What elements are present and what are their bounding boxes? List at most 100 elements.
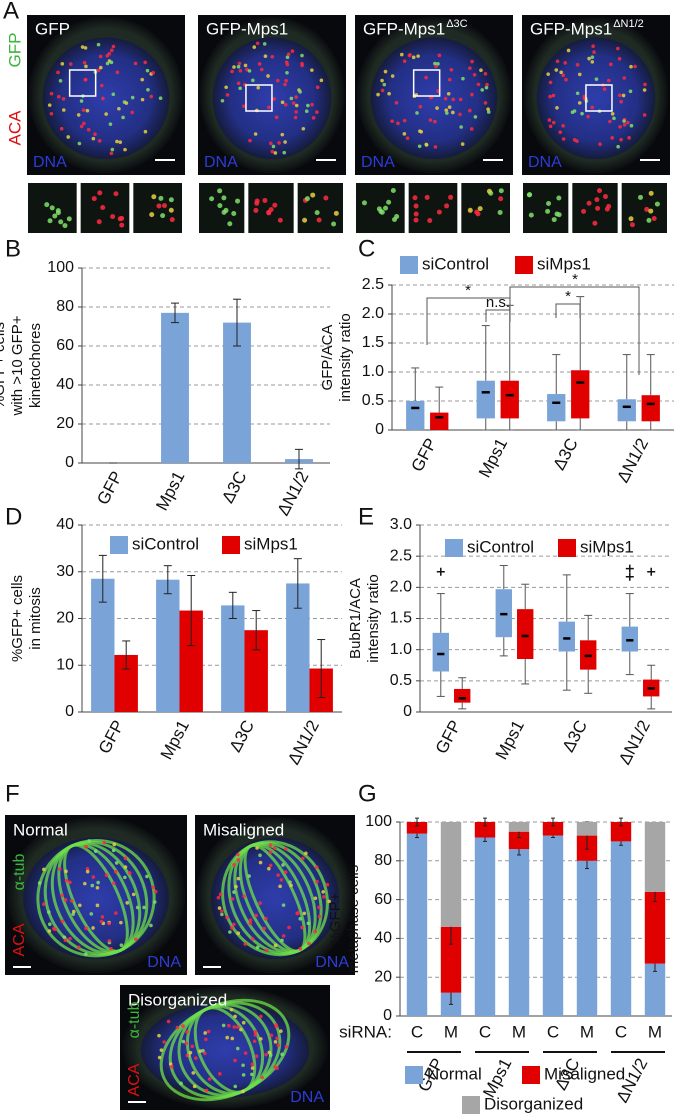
- kinetochore: [96, 42, 101, 47]
- kinetochore: [296, 910, 301, 915]
- kinetochore: [84, 926, 88, 931]
- zoom-box: [412, 69, 441, 97]
- kinetochore: [289, 883, 293, 888]
- kinetochore: [85, 108, 90, 113]
- kinetochore: [262, 926, 266, 931]
- kinetochore: [115, 70, 120, 75]
- kinetochore: [380, 78, 384, 83]
- kinetochore: [275, 1036, 279, 1041]
- kinetochore: [93, 849, 98, 853]
- kinetochore: [317, 914, 322, 919]
- kinetochore: [243, 1051, 248, 1055]
- kinetochore: [304, 109, 309, 114]
- kinetochore: [254, 1054, 259, 1058]
- inset-spot: [594, 197, 600, 203]
- kinetochore: [85, 866, 90, 871]
- kinetochore: [68, 62, 73, 66]
- kinetochore: [486, 110, 491, 114]
- kinetochore: [146, 87, 150, 92]
- bar-segment: [644, 963, 666, 1016]
- kinetochore: [284, 78, 288, 83]
- bar-segment: [576, 822, 598, 836]
- significance-label: *: [465, 282, 471, 299]
- inset-spot: [331, 221, 337, 227]
- kinetochore: [382, 82, 387, 87]
- kinetochore: [443, 96, 448, 101]
- kinetochore: [267, 866, 271, 871]
- kinetochore: [170, 1064, 174, 1069]
- kinetochore: [98, 54, 103, 59]
- kinetochore: [298, 946, 303, 951]
- inset-spot: [602, 194, 608, 200]
- inset-spot: [526, 192, 532, 198]
- kinetochore: [111, 848, 116, 853]
- bar-segment: [406, 822, 428, 834]
- kinetochore: [91, 926, 95, 930]
- legend-swatch: [110, 536, 128, 554]
- bar-segment: [610, 841, 632, 1016]
- kinetochore: [185, 1053, 190, 1058]
- kinetochore: [284, 847, 288, 851]
- kinetochore: [79, 99, 84, 103]
- kinetochore: [258, 853, 262, 858]
- kinetochore: [84, 844, 88, 849]
- error-bar: [233, 298, 241, 347]
- channel-label: DNA: [361, 154, 395, 171]
- kinetochore: [153, 889, 158, 894]
- kinetochore: [203, 1031, 207, 1035]
- kinetochore: [232, 1025, 237, 1029]
- inset-spot: [221, 195, 227, 201]
- kinetochore: [119, 920, 123, 925]
- y-axis-label: GFP/ACA: [319, 325, 336, 391]
- box: [476, 380, 495, 419]
- box: [558, 621, 575, 652]
- kinetochore: [99, 919, 104, 924]
- bar-segment: [508, 849, 530, 1016]
- kinetochore: [566, 48, 571, 53]
- kinetochore: [241, 1073, 246, 1077]
- x-tick-label: GFP: [432, 717, 465, 757]
- kinetochore: [279, 878, 284, 882]
- kinetochore: [598, 142, 602, 146]
- kinetochore: [89, 912, 94, 916]
- panel-letter: B: [5, 235, 21, 262]
- kinetochore: [78, 903, 82, 908]
- kinetochore: [237, 61, 242, 66]
- inset-spot: [55, 210, 61, 216]
- kinetochore: [248, 921, 253, 926]
- kinetochore: [449, 67, 454, 72]
- kinetochore: [281, 863, 285, 867]
- y-tick-label: 0.5: [362, 392, 384, 409]
- inset-spot: [412, 195, 418, 201]
- box: [641, 395, 660, 422]
- kinetochore: [284, 1044, 289, 1049]
- kinetochore: [125, 901, 130, 905]
- kinetochore: [37, 881, 42, 885]
- inset-spot: [262, 197, 268, 203]
- kinetochore: [417, 144, 422, 149]
- inset-spot: [97, 190, 103, 196]
- kinetochore: [225, 1035, 229, 1040]
- kinetochore: [468, 108, 472, 113]
- kinetochore: [250, 1062, 255, 1067]
- kinetochore: [248, 918, 253, 922]
- image-label: Normal: [13, 820, 68, 839]
- x-tick-label: GFP: [93, 468, 126, 508]
- kinetochore: [281, 934, 286, 938]
- kinetochore: [559, 70, 563, 75]
- panel-letter: G: [358, 780, 377, 807]
- zoom-box: [245, 84, 273, 112]
- kinetochore: [107, 921, 111, 926]
- inset-spot: [629, 222, 635, 228]
- kinetochore: [390, 74, 395, 78]
- inset-spot: [266, 209, 272, 215]
- kinetochore: [47, 103, 52, 107]
- kinetochore: [570, 110, 575, 115]
- kinetochore: [283, 82, 287, 87]
- kinetochore: [131, 892, 136, 897]
- inset-spot: [304, 196, 310, 202]
- y-tick-label: 2.5: [390, 547, 412, 564]
- kinetochore: [283, 102, 288, 107]
- kinetochore: [109, 946, 113, 951]
- kinetochore: [617, 56, 622, 61]
